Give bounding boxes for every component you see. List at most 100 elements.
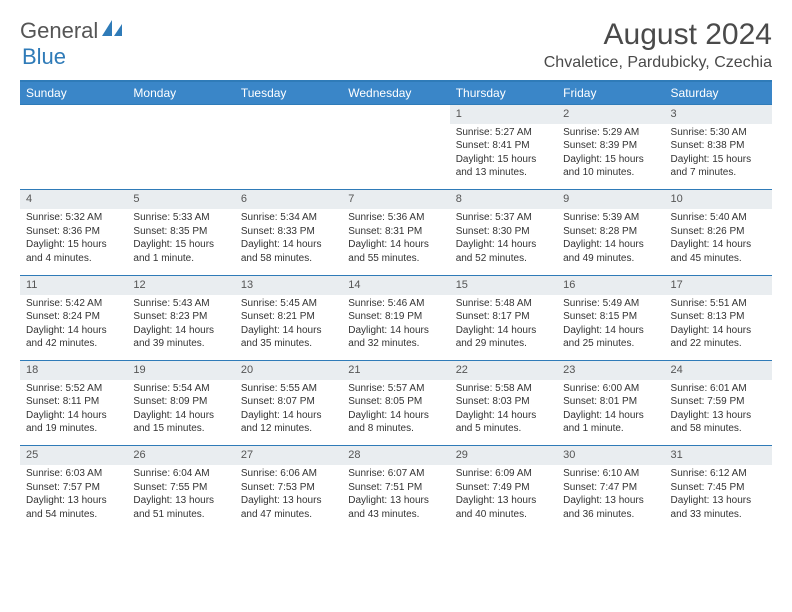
- day-detail-cell: [235, 124, 342, 190]
- day-number-cell: 9: [557, 190, 664, 209]
- daylight-line2: and 36 minutes.: [563, 508, 658, 522]
- day-number-cell: 12: [127, 275, 234, 294]
- sunrise-text: Sunrise: 6:07 AM: [348, 467, 443, 481]
- day-detail-cell: Sunrise: 6:03 AMSunset: 7:57 PMDaylight:…: [20, 465, 127, 531]
- col-thursday: Thursday: [450, 81, 557, 105]
- daylight-line1: Daylight: 14 hours: [563, 238, 658, 252]
- col-monday: Monday: [127, 81, 234, 105]
- title-block: August 2024 Chvaletice, Pardubicky, Czec…: [544, 18, 772, 72]
- sunrise-text: Sunrise: 5:55 AM: [241, 382, 336, 396]
- sunset-text: Sunset: 8:41 PM: [456, 139, 551, 153]
- daylight-line1: Daylight: 13 hours: [671, 494, 766, 508]
- daylight-line2: and 8 minutes.: [348, 422, 443, 436]
- sunrise-text: Sunrise: 6:00 AM: [563, 382, 658, 396]
- sunset-text: Sunset: 8:13 PM: [671, 310, 766, 324]
- daylight-line1: Daylight: 14 hours: [563, 324, 658, 338]
- day-number-cell: 7: [342, 190, 449, 209]
- sunrise-text: Sunrise: 5:54 AM: [133, 382, 228, 396]
- daylight-line1: Daylight: 15 hours: [26, 238, 121, 252]
- day-number-cell: [235, 105, 342, 124]
- sunrise-text: Sunrise: 6:10 AM: [563, 467, 658, 481]
- logo-text-blue: Blue: [22, 44, 66, 70]
- sunrise-text: Sunrise: 5:51 AM: [671, 297, 766, 311]
- day-number-cell: 29: [450, 446, 557, 465]
- daylight-line2: and 52 minutes.: [456, 252, 551, 266]
- daylight-line1: Daylight: 14 hours: [133, 409, 228, 423]
- day-detail-cell: Sunrise: 5:27 AMSunset: 8:41 PMDaylight:…: [450, 124, 557, 190]
- sunrise-text: Sunrise: 5:37 AM: [456, 211, 551, 225]
- sunrise-text: Sunrise: 5:49 AM: [563, 297, 658, 311]
- daylight-line2: and 32 minutes.: [348, 337, 443, 351]
- col-friday: Friday: [557, 81, 664, 105]
- daylight-line1: Daylight: 15 hours: [563, 153, 658, 167]
- daylight-line2: and 40 minutes.: [456, 508, 551, 522]
- day-number-cell: 24: [665, 361, 772, 380]
- day-detail-cell: Sunrise: 6:09 AMSunset: 7:49 PMDaylight:…: [450, 465, 557, 531]
- daylight-line2: and 22 minutes.: [671, 337, 766, 351]
- sunrise-text: Sunrise: 5:45 AM: [241, 297, 336, 311]
- sunrise-text: Sunrise: 5:40 AM: [671, 211, 766, 225]
- day-number-cell: 13: [235, 275, 342, 294]
- sunset-text: Sunset: 8:38 PM: [671, 139, 766, 153]
- detail-row: Sunrise: 5:32 AMSunset: 8:36 PMDaylight:…: [20, 209, 772, 275]
- sunrise-text: Sunrise: 6:01 AM: [671, 382, 766, 396]
- sunset-text: Sunset: 8:17 PM: [456, 310, 551, 324]
- daylight-line2: and 47 minutes.: [241, 508, 336, 522]
- detail-row: Sunrise: 5:52 AMSunset: 8:11 PMDaylight:…: [20, 380, 772, 446]
- daylight-line1: Daylight: 14 hours: [241, 409, 336, 423]
- sunset-text: Sunset: 7:59 PM: [671, 395, 766, 409]
- day-number-cell: 2: [557, 105, 664, 124]
- day-number-cell: 30: [557, 446, 664, 465]
- day-number-cell: 14: [342, 275, 449, 294]
- daylight-line2: and 51 minutes.: [133, 508, 228, 522]
- daylight-line1: Daylight: 15 hours: [671, 153, 766, 167]
- day-number-cell: 22: [450, 361, 557, 380]
- sunrise-text: Sunrise: 5:33 AM: [133, 211, 228, 225]
- daynum-row: 18192021222324: [20, 361, 772, 380]
- sunrise-text: Sunrise: 6:12 AM: [671, 467, 766, 481]
- sunset-text: Sunset: 7:53 PM: [241, 481, 336, 495]
- day-detail-cell: Sunrise: 5:45 AMSunset: 8:21 PMDaylight:…: [235, 295, 342, 361]
- day-detail-cell: Sunrise: 5:37 AMSunset: 8:30 PMDaylight:…: [450, 209, 557, 275]
- daylight-line1: Daylight: 13 hours: [456, 494, 551, 508]
- daylight-line2: and 7 minutes.: [671, 166, 766, 180]
- daynum-row: 25262728293031: [20, 446, 772, 465]
- logo-sail-icon: [102, 20, 124, 43]
- sunset-text: Sunset: 7:47 PM: [563, 481, 658, 495]
- day-detail-cell: Sunrise: 5:49 AMSunset: 8:15 PMDaylight:…: [557, 295, 664, 361]
- daylight-line1: Daylight: 13 hours: [241, 494, 336, 508]
- sunset-text: Sunset: 8:26 PM: [671, 225, 766, 239]
- daylight-line2: and 1 minute.: [133, 252, 228, 266]
- daylight-line1: Daylight: 14 hours: [241, 238, 336, 252]
- daylight-line2: and 29 minutes.: [456, 337, 551, 351]
- day-detail-cell: [20, 124, 127, 190]
- daylight-line1: Daylight: 14 hours: [26, 324, 121, 338]
- daylight-line1: Daylight: 14 hours: [456, 324, 551, 338]
- day-detail-cell: Sunrise: 5:48 AMSunset: 8:17 PMDaylight:…: [450, 295, 557, 361]
- sunset-text: Sunset: 8:39 PM: [563, 139, 658, 153]
- sunset-text: Sunset: 8:01 PM: [563, 395, 658, 409]
- day-detail-cell: Sunrise: 6:06 AMSunset: 7:53 PMDaylight:…: [235, 465, 342, 531]
- day-number-cell: 1: [450, 105, 557, 124]
- daylight-line1: Daylight: 14 hours: [671, 238, 766, 252]
- daynum-row: 11121314151617: [20, 275, 772, 294]
- sunrise-text: Sunrise: 5:46 AM: [348, 297, 443, 311]
- daylight-line1: Daylight: 14 hours: [671, 324, 766, 338]
- daylight-line2: and 10 minutes.: [563, 166, 658, 180]
- sunset-text: Sunset: 8:05 PM: [348, 395, 443, 409]
- location-text: Chvaletice, Pardubicky, Czechia: [544, 54, 772, 72]
- day-number-cell: 6: [235, 190, 342, 209]
- sunset-text: Sunset: 8:15 PM: [563, 310, 658, 324]
- daylight-line2: and 33 minutes.: [671, 508, 766, 522]
- logo: General: [20, 18, 126, 44]
- daylight-line1: Daylight: 14 hours: [241, 324, 336, 338]
- sunset-text: Sunset: 7:55 PM: [133, 481, 228, 495]
- daylight-line2: and 12 minutes.: [241, 422, 336, 436]
- sunrise-text: Sunrise: 6:06 AM: [241, 467, 336, 481]
- day-number-cell: 16: [557, 275, 664, 294]
- day-detail-cell: Sunrise: 5:32 AMSunset: 8:36 PMDaylight:…: [20, 209, 127, 275]
- daylight-line2: and 13 minutes.: [456, 166, 551, 180]
- day-detail-cell: Sunrise: 6:04 AMSunset: 7:55 PMDaylight:…: [127, 465, 234, 531]
- sunset-text: Sunset: 8:07 PM: [241, 395, 336, 409]
- col-wednesday: Wednesday: [342, 81, 449, 105]
